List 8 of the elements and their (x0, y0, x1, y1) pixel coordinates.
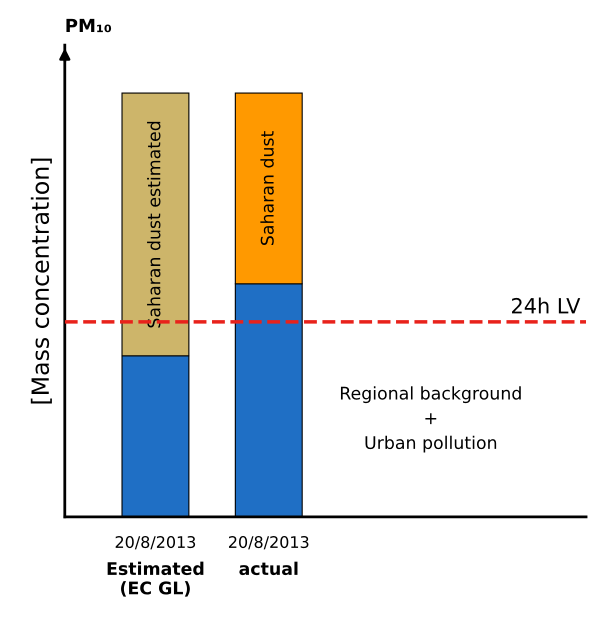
annotation: Saharan dust estimated (147, 122, 160, 328)
annotation: Saharan dust (260, 131, 274, 246)
x-tick-label: 20/8/2013 Estimated (EC GL) (108, 536, 204, 597)
x-tick-label: 20/8/2013 actual (228, 536, 308, 576)
y-axis-title: [Mass concentration] (30, 158, 52, 404)
ref-line-label: 24h LV (512, 298, 580, 314)
text: Regional background + Urban pollution (340, 386, 521, 453)
chart-title: PM₁₀ (66, 18, 112, 32)
